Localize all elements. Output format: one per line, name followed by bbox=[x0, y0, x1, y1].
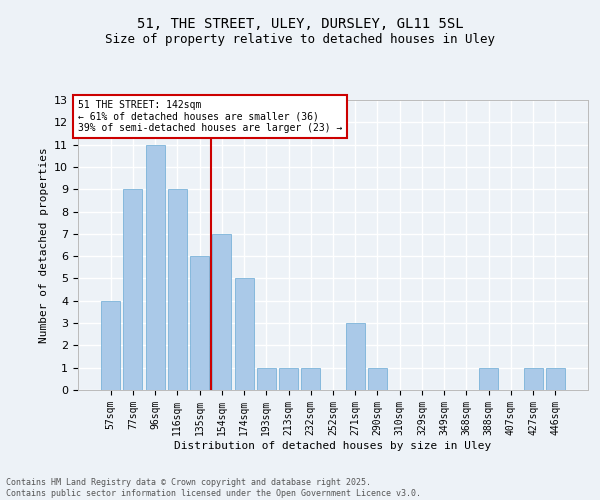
Bar bbox=[546, 368, 565, 390]
Text: Contains HM Land Registry data © Crown copyright and database right 2025.
Contai: Contains HM Land Registry data © Crown c… bbox=[6, 478, 421, 498]
Bar bbox=[524, 368, 542, 390]
Bar bbox=[190, 256, 209, 390]
Bar bbox=[368, 368, 387, 390]
Bar bbox=[257, 368, 276, 390]
Bar bbox=[479, 368, 498, 390]
Text: 51, THE STREET, ULEY, DURSLEY, GL11 5SL: 51, THE STREET, ULEY, DURSLEY, GL11 5SL bbox=[137, 18, 463, 32]
Bar bbox=[124, 189, 142, 390]
X-axis label: Distribution of detached houses by size in Uley: Distribution of detached houses by size … bbox=[175, 440, 491, 450]
Bar bbox=[301, 368, 320, 390]
Text: Size of property relative to detached houses in Uley: Size of property relative to detached ho… bbox=[105, 32, 495, 46]
Bar bbox=[101, 301, 120, 390]
Bar bbox=[168, 189, 187, 390]
Bar bbox=[146, 144, 164, 390]
Y-axis label: Number of detached properties: Number of detached properties bbox=[38, 147, 49, 343]
Text: 51 THE STREET: 142sqm
← 61% of detached houses are smaller (36)
39% of semi-deta: 51 THE STREET: 142sqm ← 61% of detached … bbox=[78, 100, 343, 133]
Bar bbox=[346, 323, 365, 390]
Bar bbox=[235, 278, 254, 390]
Bar bbox=[279, 368, 298, 390]
Bar bbox=[212, 234, 231, 390]
